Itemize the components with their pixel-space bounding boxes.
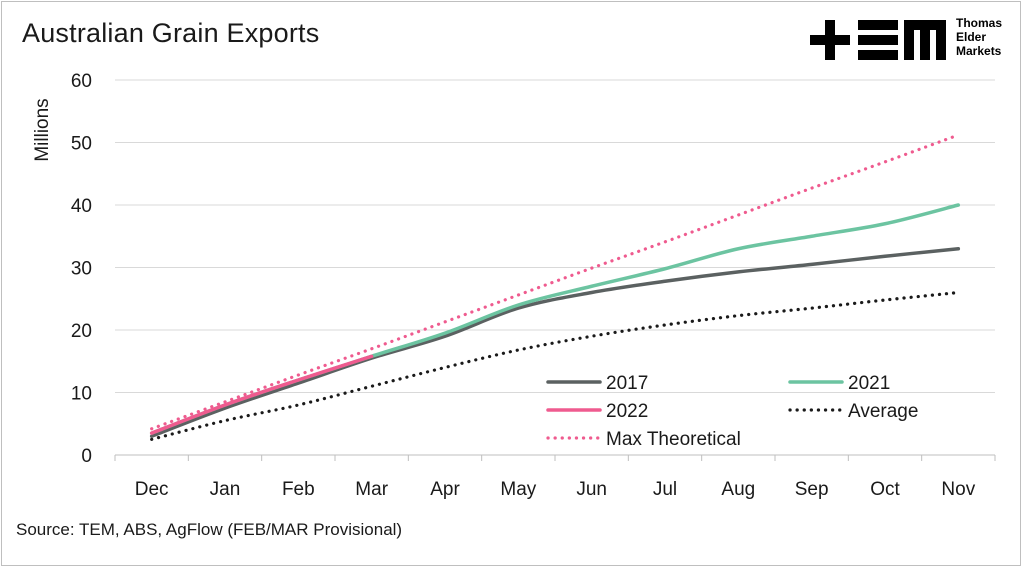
series-line-max-theoretical (150, 133, 960, 431)
x-tick-label: Nov (941, 479, 975, 500)
x-tick-label: Feb (282, 479, 315, 500)
source-note: Source: TEM, ABS, AgFlow (FEB/MAR Provis… (16, 520, 403, 539)
legend-label: 2017 (606, 373, 648, 394)
x-tick-label: Apr (430, 479, 460, 500)
x-tick-label: Jan (210, 479, 241, 500)
x-tick-label: Dec (135, 479, 169, 500)
y-tick-label: 0 (81, 446, 92, 467)
legend-label: 2022 (606, 401, 648, 422)
logo-wordmark: Thomas Elder Markets (956, 16, 1002, 58)
x-tick-label: Oct (870, 479, 900, 500)
y-tick-label: 50 (71, 134, 92, 155)
series-line-2022 (149, 354, 374, 435)
y-tick-labels: 0 10 20 30 40 50 60 (71, 71, 92, 467)
x-tick-label: May (500, 479, 536, 500)
tem-logo-icon (810, 20, 946, 60)
x-tick-labels: Dec Jan Feb Mar Apr May Jun Jul Aug Sep Oct Nov (135, 479, 976, 500)
y-tick-label: 40 (71, 196, 92, 217)
chart-title: Australian Grain Exports (22, 18, 320, 48)
y-tick-label: 20 (71, 321, 92, 342)
logo-line-2: Elder (956, 30, 987, 44)
series-line-2021 (149, 203, 961, 435)
y-tick-label: 30 (71, 259, 92, 280)
logo-line-3: Markets (956, 44, 1002, 58)
x-tick-label: Sep (795, 479, 829, 500)
x-tick-label: Jun (576, 479, 607, 500)
series-line-2017 (149, 247, 961, 438)
series-lines (149, 133, 961, 441)
x-tick-label: Jul (653, 479, 677, 500)
series-line-average (150, 290, 960, 441)
legend: 2017 2021 2022 Average Max Theoretical (546, 373, 918, 450)
legend-label: Average (848, 401, 918, 422)
y-tick-label: 10 (71, 384, 92, 405)
logo-line-1: Thomas (956, 16, 1003, 30)
x-tick-label: Mar (355, 479, 388, 500)
y-axis-label: Millions (32, 98, 53, 161)
x-tick-label: Aug (721, 479, 755, 500)
legend-label: Max Theoretical (606, 429, 741, 450)
y-tick-label: 60 (71, 71, 92, 92)
legend-label: 2021 (848, 373, 890, 394)
